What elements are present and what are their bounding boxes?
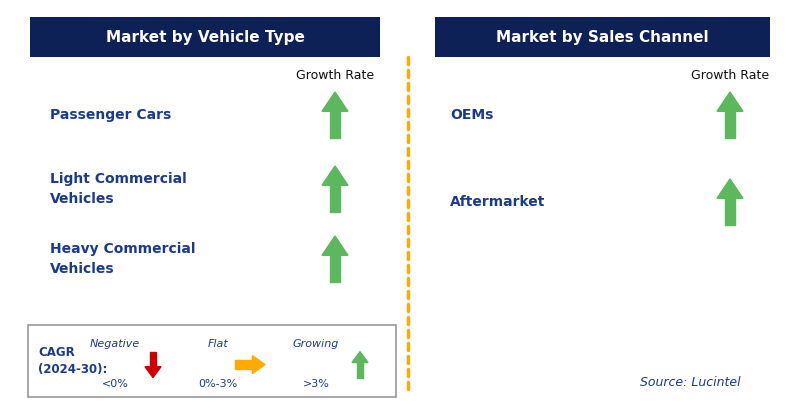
Text: OEMs: OEMs	[450, 108, 493, 122]
Polygon shape	[352, 352, 368, 362]
Text: Flat: Flat	[207, 339, 228, 349]
Text: Heavy Commercial
Vehicles: Heavy Commercial Vehicles	[50, 242, 196, 276]
Polygon shape	[235, 360, 252, 369]
Polygon shape	[322, 166, 348, 185]
Polygon shape	[717, 179, 743, 198]
Polygon shape	[330, 255, 341, 282]
Polygon shape	[322, 92, 348, 111]
Text: Source: Lucintel: Source: Lucintel	[640, 375, 741, 389]
Text: Aftermarket: Aftermarket	[450, 195, 545, 209]
Polygon shape	[725, 198, 736, 225]
Polygon shape	[150, 352, 156, 367]
Polygon shape	[717, 92, 743, 111]
Text: Passenger Cars: Passenger Cars	[50, 108, 172, 122]
Text: Growth Rate: Growth Rate	[296, 68, 374, 81]
FancyBboxPatch shape	[30, 17, 380, 57]
Text: <0%: <0%	[101, 379, 128, 389]
Polygon shape	[330, 185, 341, 212]
Polygon shape	[322, 236, 348, 255]
Polygon shape	[725, 111, 736, 138]
FancyBboxPatch shape	[435, 17, 770, 57]
Text: 0%-3%: 0%-3%	[199, 379, 238, 389]
Polygon shape	[145, 367, 161, 378]
Text: Market by Vehicle Type: Market by Vehicle Type	[105, 30, 305, 45]
Polygon shape	[252, 356, 265, 374]
Text: Growth Rate: Growth Rate	[691, 68, 769, 81]
Text: CAGR: CAGR	[38, 346, 75, 359]
Polygon shape	[330, 111, 341, 138]
Text: Light Commercial
Vehicles: Light Commercial Vehicles	[50, 172, 187, 206]
FancyBboxPatch shape	[28, 325, 396, 397]
Text: Negative: Negative	[90, 339, 140, 349]
Text: Market by Sales Channel: Market by Sales Channel	[496, 30, 709, 45]
Text: (2024-30):: (2024-30):	[38, 364, 108, 377]
Text: Growing: Growing	[293, 339, 339, 349]
Text: >3%: >3%	[302, 379, 330, 389]
Polygon shape	[357, 362, 363, 378]
